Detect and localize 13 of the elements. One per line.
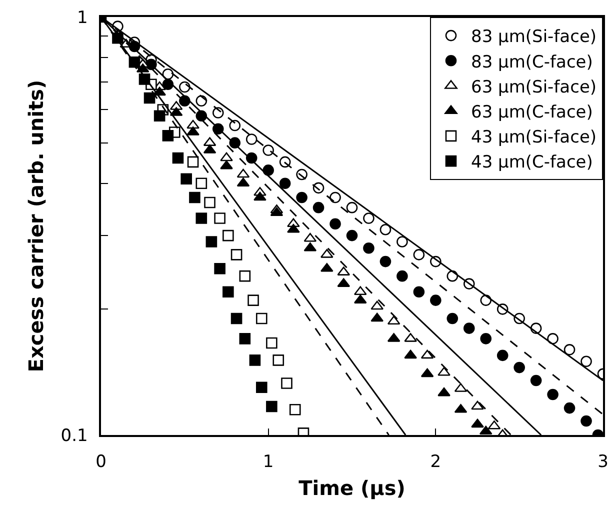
x-tick-label: 3 — [598, 452, 608, 472]
legend-label: 83 μm(Si-face) — [471, 27, 597, 48]
y-axis-title: Excess carrier (arb. units) — [24, 80, 48, 372]
x-tick-label: 2 — [430, 452, 442, 472]
x-tick-label: 1 — [262, 452, 274, 472]
legend-label: 43 μm(C-face) — [471, 152, 593, 173]
x-axis-title: Time (μs) — [298, 476, 406, 500]
x-tick-label: 0 — [96, 452, 106, 472]
legend-label: 63 μm(C-face) — [471, 102, 593, 122]
legend-label: 63 μm(Si-face) — [471, 77, 597, 98]
y-tick-label: 0.1 — [60, 426, 88, 446]
legend-label: 83 μm(C-face) — [471, 52, 593, 72]
legend-label: 43 μm(Si-face) — [471, 128, 597, 148]
